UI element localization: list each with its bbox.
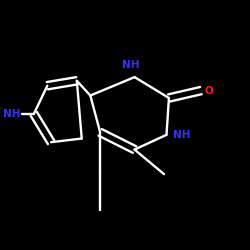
Text: NH: NH: [3, 109, 20, 119]
Text: NH: NH: [172, 130, 190, 140]
Text: O: O: [204, 86, 213, 96]
Text: NH: NH: [122, 60, 140, 70]
